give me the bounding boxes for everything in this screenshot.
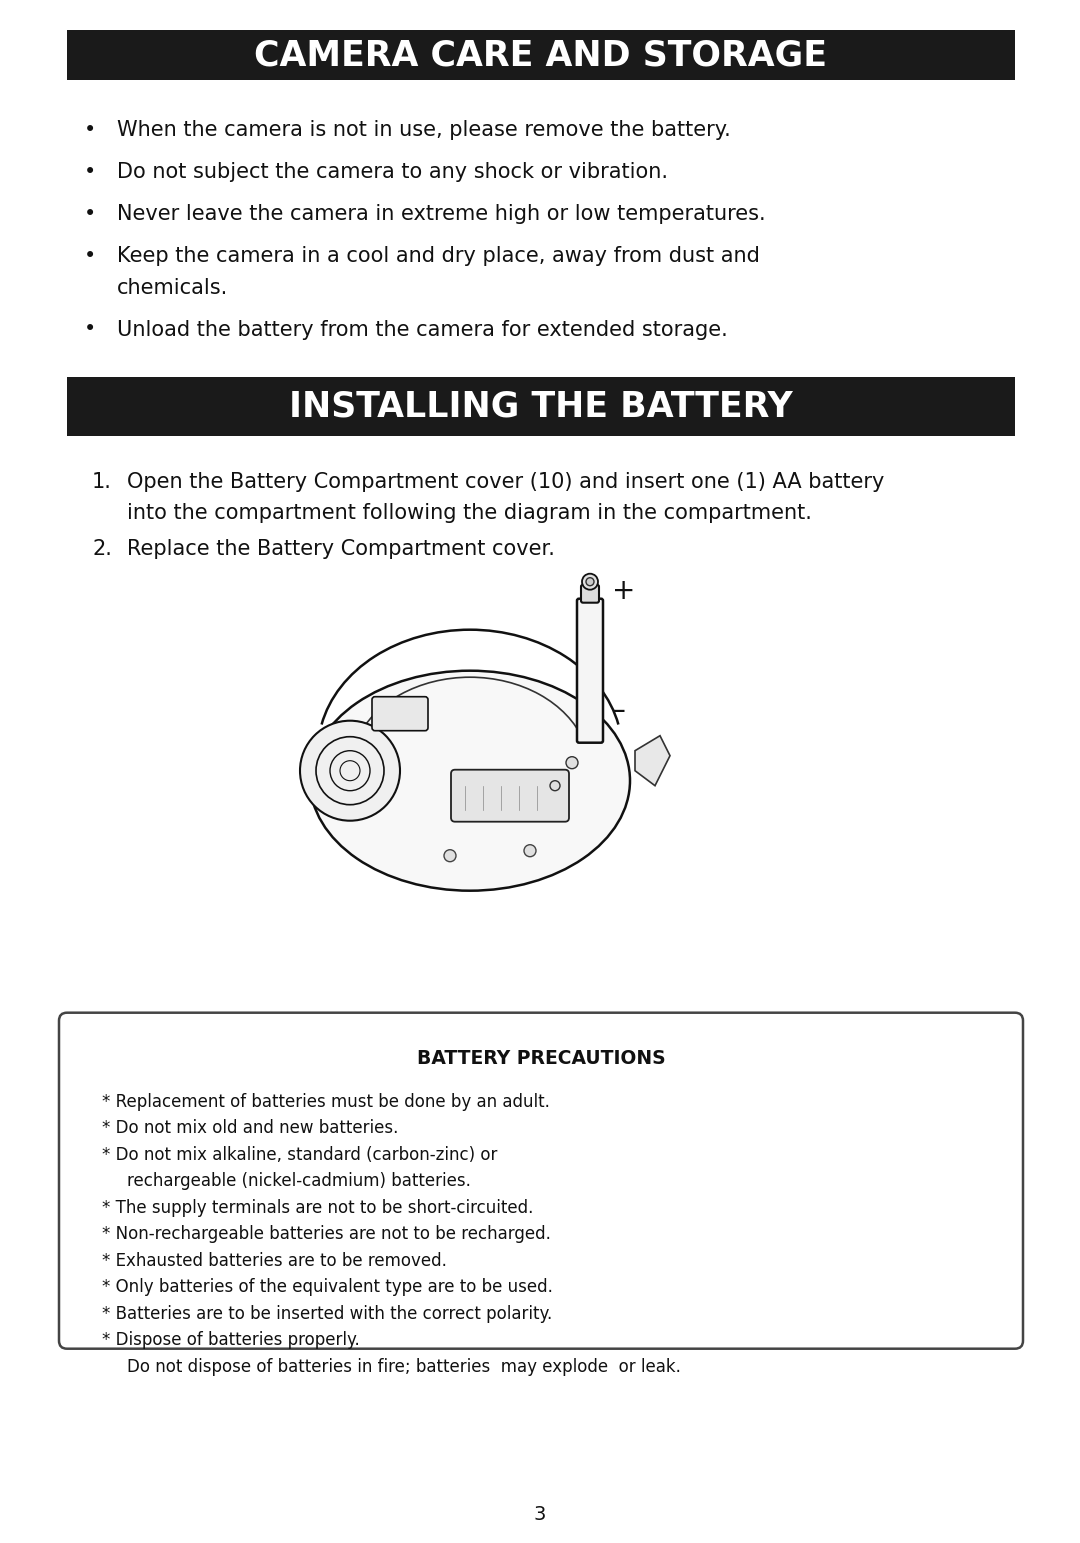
Text: * Exhausted batteries are to be removed.: * Exhausted batteries are to be removed. (102, 1251, 447, 1270)
Text: Do not dispose of batteries in fire; batteries  may explode  or leak.: Do not dispose of batteries in fire; bat… (127, 1358, 680, 1376)
Circle shape (586, 577, 594, 586)
Text: * Do not mix old and new batteries.: * Do not mix old and new batteries. (102, 1119, 399, 1137)
Text: 2.: 2. (92, 539, 112, 559)
Text: •: • (84, 245, 96, 265)
Text: Keep the camera in a cool and dry place, away from dust and: Keep the camera in a cool and dry place,… (117, 245, 760, 265)
Circle shape (582, 574, 598, 589)
Text: CAMERA CARE AND STORAGE: CAMERA CARE AND STORAGE (255, 39, 827, 73)
FancyBboxPatch shape (59, 1012, 1023, 1349)
FancyBboxPatch shape (581, 585, 599, 603)
Text: INSTALLING THE BATTERY: INSTALLING THE BATTERY (289, 389, 793, 423)
Text: •: • (84, 120, 96, 140)
Text: Open the Battery Compartment cover (10) and insert one (1) AA battery: Open the Battery Compartment cover (10) … (127, 472, 885, 492)
Text: +: + (612, 577, 635, 605)
Text: 1.: 1. (92, 472, 112, 492)
Text: into the compartment following the diagram in the compartment.: into the compartment following the diagr… (127, 503, 812, 523)
Text: * Do not mix alkaline, standard (carbon-zinc) or: * Do not mix alkaline, standard (carbon-… (102, 1146, 498, 1163)
FancyBboxPatch shape (451, 770, 569, 822)
Circle shape (566, 756, 578, 768)
Text: •: • (84, 319, 96, 339)
Circle shape (300, 721, 400, 821)
Text: * The supply terminals are not to be short-circuited.: * The supply terminals are not to be sho… (102, 1199, 534, 1217)
Text: Replace the Battery Compartment cover.: Replace the Battery Compartment cover. (127, 539, 555, 559)
FancyBboxPatch shape (67, 376, 1015, 437)
Text: Never leave the camera in extreme high or low temperatures.: Never leave the camera in extreme high o… (117, 204, 766, 224)
Text: * Only batteries of the equivalent type are to be used.: * Only batteries of the equivalent type … (102, 1278, 553, 1296)
Text: * Replacement of batteries must be done by an adult.: * Replacement of batteries must be done … (102, 1092, 550, 1111)
Text: BATTERY PRECAUTIONS: BATTERY PRECAUTIONS (417, 1049, 665, 1068)
Text: •: • (84, 204, 96, 224)
Circle shape (444, 850, 456, 861)
Ellipse shape (310, 671, 630, 890)
Circle shape (524, 844, 536, 856)
Text: * Dispose of batteries properly.: * Dispose of batteries properly. (102, 1332, 360, 1349)
Text: Do not subject the camera to any shock or vibration.: Do not subject the camera to any shock o… (117, 162, 669, 182)
FancyBboxPatch shape (577, 599, 603, 742)
Text: •: • (84, 162, 96, 182)
Circle shape (550, 781, 561, 790)
FancyBboxPatch shape (67, 29, 1015, 80)
Text: –: – (612, 697, 626, 725)
Text: chemicals.: chemicals. (117, 278, 228, 298)
FancyBboxPatch shape (372, 697, 428, 731)
Circle shape (577, 722, 593, 739)
Text: * Batteries are to be inserted with the correct polarity.: * Batteries are to be inserted with the … (102, 1305, 552, 1322)
Text: rechargeable (nickel-cadmium) batteries.: rechargeable (nickel-cadmium) batteries. (127, 1173, 471, 1190)
Text: Unload the battery from the camera for extended storage.: Unload the battery from the camera for e… (117, 319, 728, 339)
Text: When the camera is not in use, please remove the battery.: When the camera is not in use, please re… (117, 120, 731, 140)
Text: 3: 3 (534, 1506, 546, 1524)
Polygon shape (635, 736, 670, 785)
Text: * Non-rechargeable batteries are not to be recharged.: * Non-rechargeable batteries are not to … (102, 1225, 551, 1244)
